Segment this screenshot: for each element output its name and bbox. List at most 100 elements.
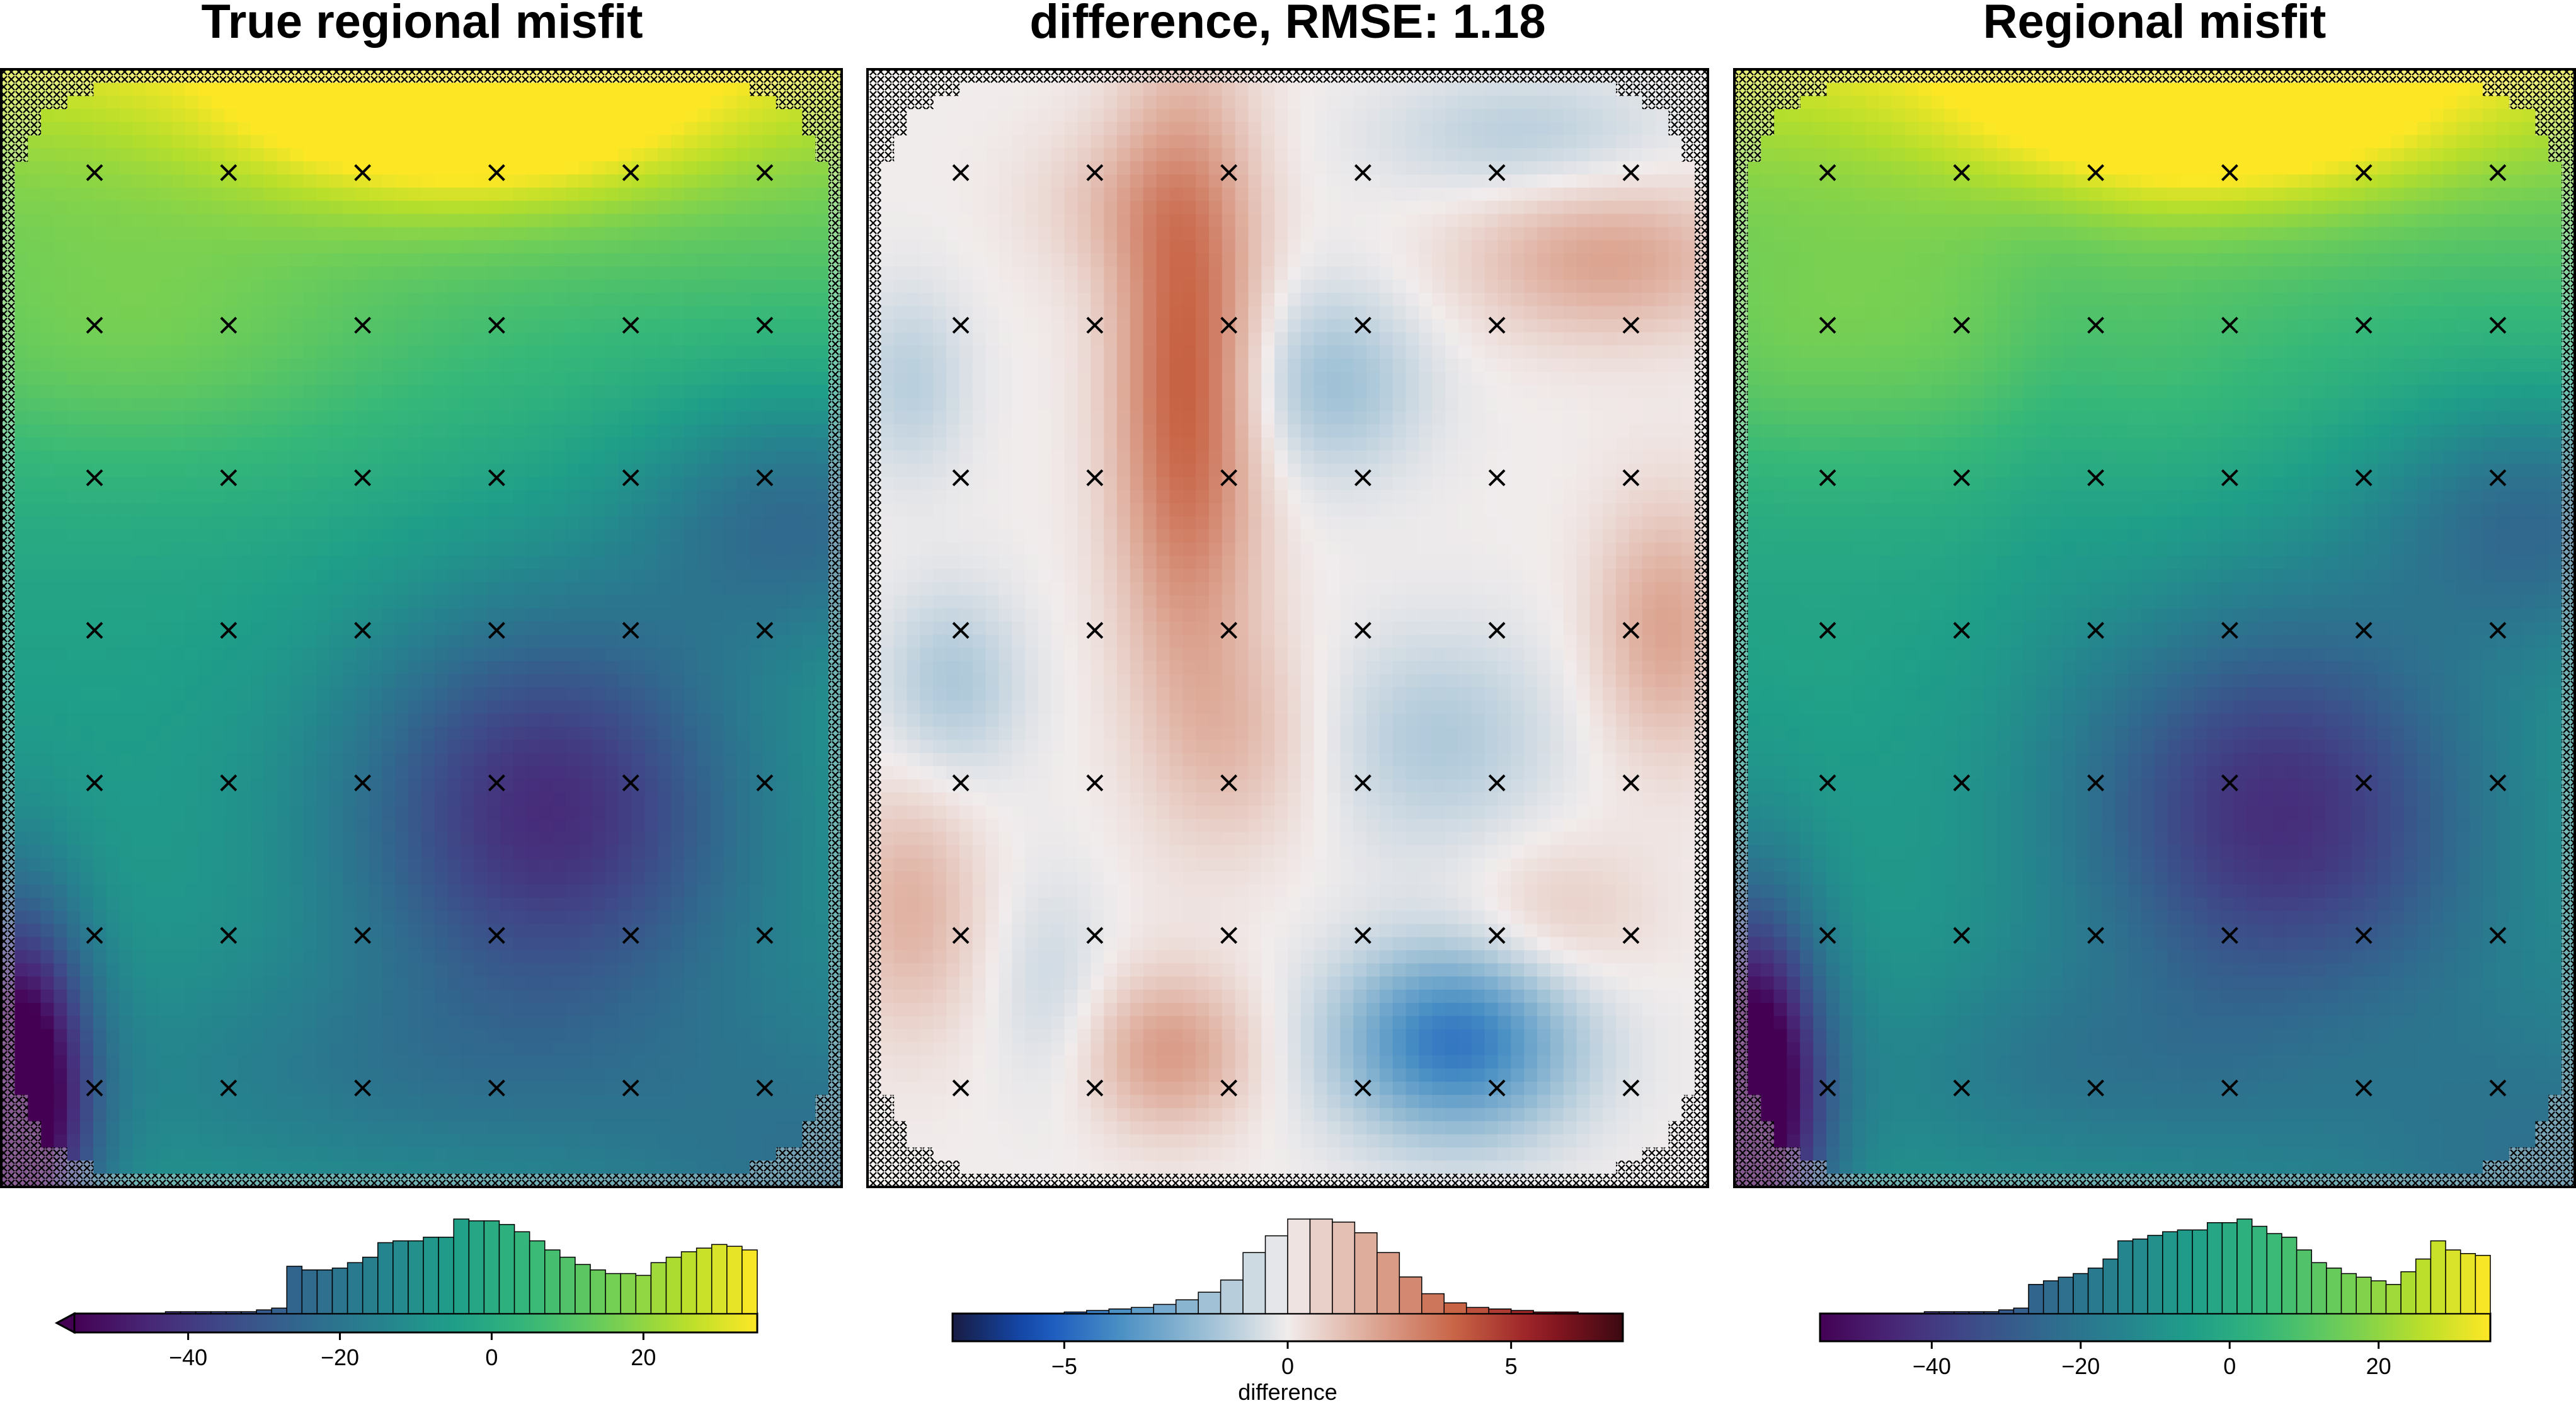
heatmap-cell [644, 411, 658, 425]
heatmap-cell [106, 648, 120, 661]
heatmap-cell [106, 319, 120, 333]
heatmap-cell [684, 161, 698, 175]
heatmap-cell [697, 713, 711, 728]
heatmap-cell [159, 332, 173, 346]
heatmap-cell [80, 687, 94, 701]
heatmap-cell [27, 1082, 42, 1096]
heatmap-cell [434, 779, 449, 793]
heatmap-cell [750, 95, 764, 110]
heatmap-cell [500, 963, 514, 977]
heatmap-cell [146, 608, 159, 622]
heatmap-cell [802, 319, 816, 333]
heatmap-cell [671, 950, 685, 964]
heatmap-cell [185, 529, 199, 543]
heatmap-cell [355, 306, 370, 320]
heatmap-cell [631, 713, 645, 728]
heatmap-cell [421, 450, 435, 464]
heatmap-cell [146, 740, 159, 753]
heatmap-cell [171, 792, 186, 806]
heatmap-cell [119, 989, 134, 1004]
heatmap-cell [552, 950, 566, 964]
heatmap-cell [80, 871, 94, 885]
heatmap-cell [159, 214, 173, 228]
heatmap-cell [539, 1016, 554, 1030]
heatmap-cell [54, 753, 67, 767]
heatmap-cell [119, 779, 134, 793]
heatmap-cell [487, 122, 501, 135]
heatmap-cell [54, 240, 67, 254]
heatmap-cell [40, 608, 54, 622]
heatmap-cell [671, 529, 685, 543]
heatmap-cell [303, 306, 317, 320]
heatmap-cell [474, 306, 488, 320]
heatmap-cell [93, 279, 107, 294]
heatmap-cell [369, 634, 383, 648]
heatmap-cell [408, 897, 422, 912]
heatmap-cell [605, 753, 619, 767]
heatmap-cell [159, 1055, 173, 1069]
heatmap-cell [434, 372, 449, 386]
heatmap-cell [750, 490, 764, 504]
heatmap-cell [566, 372, 580, 386]
heatmap-cell [106, 1016, 120, 1030]
heatmap-cell [40, 884, 54, 898]
heatmap-cell [762, 753, 777, 767]
heatmap-cell [644, 279, 658, 294]
heatmap-cell [750, 214, 764, 228]
heatmap-cell [408, 464, 422, 478]
heatmap-cell [303, 450, 317, 464]
heatmap-cell [776, 1055, 790, 1069]
heatmap-cell [408, 910, 422, 925]
heatmap-cell [251, 963, 265, 977]
heatmap-cell [119, 384, 134, 399]
heatmap-cell [263, 805, 278, 820]
heatmap-cell [802, 963, 816, 977]
heatmap-cell [329, 398, 343, 412]
heatmap-cell [303, 976, 317, 990]
heatmap-cell [539, 108, 554, 123]
heatmap-cell [303, 200, 317, 215]
heatmap-cell [802, 1055, 816, 1069]
heatmap-cell [461, 240, 474, 254]
heatmap-cell [697, 240, 711, 254]
heatmap-cell [342, 595, 357, 609]
heatmap-cell [369, 976, 383, 990]
heatmap-cell [815, 358, 829, 372]
heatmap-cell [802, 1029, 816, 1043]
heatmap-cell [566, 306, 580, 320]
heatmap-cell [566, 963, 580, 977]
heatmap-cell [316, 556, 330, 570]
heatmap-cell [421, 1042, 435, 1056]
heatmap-cell [159, 634, 173, 648]
heatmap-cell [447, 648, 462, 661]
heatmap-cell [290, 529, 304, 543]
heatmap-cell [671, 976, 685, 990]
heatmap-cell [671, 306, 685, 320]
heatmap-cell [146, 648, 159, 661]
heatmap-cell [27, 437, 42, 451]
heatmap-cell [159, 687, 173, 701]
heatmap-cell [146, 687, 159, 701]
heatmap-cell [251, 503, 265, 517]
heatmap-cell [631, 753, 645, 767]
heatmap-cell [526, 490, 541, 504]
heatmap-cell [487, 1002, 501, 1017]
heatmap-cell [592, 200, 606, 215]
heatmap-cell [342, 464, 357, 478]
heatmap-cell [644, 516, 658, 530]
heatmap-cell [27, 687, 42, 701]
heatmap-cell [159, 937, 173, 951]
heatmap-cell [54, 437, 67, 451]
heatmap-cell [644, 884, 658, 898]
heatmap-cell [736, 516, 750, 530]
heatmap-cell [54, 503, 67, 517]
heatmap-cell [815, 687, 829, 701]
heatmap-cell [684, 753, 698, 767]
heatmap-cell [552, 345, 566, 359]
heatmap-cell [14, 345, 28, 359]
heatmap-cell [671, 214, 685, 228]
heatmap-cell [579, 292, 593, 307]
heatmap-cell [80, 1055, 94, 1069]
heatmap-cell [171, 884, 186, 898]
heatmap-cell [710, 608, 724, 622]
